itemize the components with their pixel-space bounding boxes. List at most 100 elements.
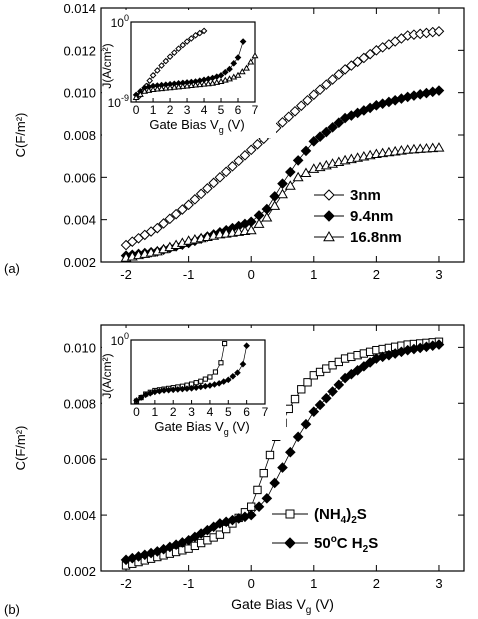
inset-data-point [136,90,144,97]
data-point [300,418,312,430]
inset-x-label: Gate Bias Vg (V) [149,117,244,135]
data-point [214,172,226,183]
inset-data-point [230,73,238,80]
data-point [277,188,288,199]
data-point [314,131,326,143]
data-point [227,161,238,172]
data-point [321,126,332,138]
inset-data-point [158,85,166,92]
data-point [252,139,263,150]
inset-x-tick-label: 5 [218,103,225,117]
data-point [202,183,213,194]
data-point [308,136,320,147]
data-point [292,431,304,443]
inset-data-point [224,376,232,384]
plot-frame [100,324,465,572]
data-point [433,25,445,37]
inset-data-point [200,80,208,87]
legend-label: 9.4nm [350,208,393,225]
y-tick-label: 0.006 [63,452,96,467]
inset-x-tick-label: 5 [225,405,232,419]
inset-data-point [234,71,242,78]
data-point [333,117,345,129]
x-tick-label: 3 [435,576,442,591]
inset-x-tick-label: 2 [167,103,174,117]
x-tick-label: -1 [183,576,195,591]
data-point [295,100,307,112]
data-point [284,404,293,414]
inset-x-tick-label: 2 [170,405,177,419]
y-tick-label: 0.010 [63,86,96,101]
data-point [339,64,351,75]
inset-data-point [239,38,247,45]
data-point [314,399,326,411]
inset-data-point [175,45,182,52]
inset-y-label: J(A/cm²) [100,353,114,398]
y-tick-label: 0.012 [63,43,96,58]
data-point [433,142,445,152]
data-point [253,501,265,513]
y-axis-label: C(F/m²) [13,113,28,158]
inset-data-point [183,38,191,45]
inset-data-point [200,27,208,35]
inset-data-point [183,82,191,89]
data-point [233,155,244,167]
data-point [259,468,268,478]
data-point [346,368,357,380]
inset-data-point [204,80,212,87]
inset-data-point [217,72,225,79]
inset-y-tick-label: 100 [111,13,129,30]
data-point [333,379,345,391]
inset-data-point [187,35,195,42]
inset-data-point [171,49,178,56]
inset-data-point [243,64,250,71]
inset-data-point [220,378,228,385]
legend-marker [284,537,296,549]
inset-data-point [222,340,228,347]
legend-label: 3nm [350,187,381,204]
data-point [253,218,265,228]
x-tick-label: -1 [183,267,195,282]
inset-data-point [160,387,168,394]
y-axis-label: C(F/m²) [13,426,28,471]
inset-data-point [239,360,247,368]
x-tick-label: 1 [310,267,317,282]
inset-chart: 0 1 2 3 4 5 6 7 100 10-9 J(A/cm²) Gate Bias Vg (V) [100,10,276,138]
inset-frame [130,339,266,405]
data-point [245,509,257,521]
data-point [177,204,188,215]
inset-data-point [132,93,140,101]
inset-data-point [251,52,259,59]
data-point [327,122,338,133]
data-point [284,180,296,190]
data-point [285,446,296,458]
chart-panel-a: -2 -1 0 1 2 30.0020.0040.0060.0080.0100.0120.… [4,1,465,282]
data-point [152,222,163,234]
data-point [277,178,288,189]
y-tick-label: 0.008 [63,128,96,143]
inset-data-point [226,75,233,82]
data-point [215,530,225,539]
inset-data-point [234,369,241,377]
inset-data-point [170,83,178,90]
inset-data-point [215,380,223,387]
x-tick-label: 3 [435,267,442,282]
panel-label: (a) [4,261,20,276]
data-point [303,378,312,387]
series-0 [120,25,445,251]
data-point [189,194,201,205]
inset-data-point [192,32,199,39]
data-point [327,74,338,85]
y-tick-label: 0.010 [63,340,96,355]
x-tick-label: 1 [310,576,317,591]
inset-data-point [221,68,229,76]
inset-data-point [212,369,219,375]
data-point [364,48,376,60]
data-point [220,166,232,178]
data-point [358,52,370,64]
inset-data-point [192,81,200,88]
inset-data-point [137,394,145,401]
inset-data-point [146,77,153,84]
data-point [308,89,320,101]
data-point [364,357,376,368]
